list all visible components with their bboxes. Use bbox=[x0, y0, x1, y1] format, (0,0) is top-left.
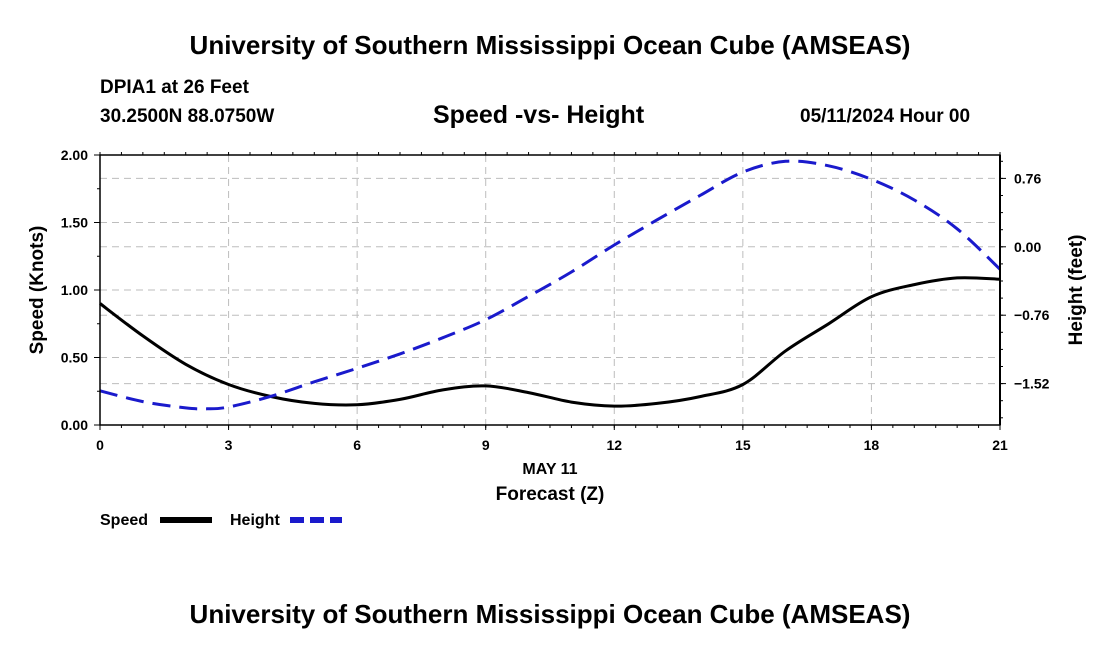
page-title: University of Southern Mississippi Ocean… bbox=[189, 30, 911, 60]
y-right-tick-label: 0.76 bbox=[1014, 170, 1041, 186]
legend-label-speed: Speed bbox=[100, 512, 148, 529]
x-tick-label: 0 bbox=[96, 437, 104, 453]
y-right-tick-label: 0.00 bbox=[1014, 239, 1041, 255]
x-axis-date-label: MAY 11 bbox=[522, 461, 577, 478]
station-coordinates: 30.2500N 88.0750W bbox=[100, 106, 275, 127]
y-tick-label: 0.00 bbox=[61, 417, 88, 433]
station-label: DPIA1 at 26 Feet bbox=[100, 77, 249, 98]
x-tick-label: 3 bbox=[225, 437, 233, 453]
y-right-tick-label: −0.76 bbox=[1014, 307, 1050, 323]
axis-labels: 0 3 6 9 12 15 18 21 0.00 0.50 1.00 1.50 2.00 −1.52 −0.… bbox=[27, 147, 1087, 505]
grid-lines bbox=[100, 155, 1000, 425]
series-layer bbox=[99, 159, 1002, 411]
y-tick-label: 1.00 bbox=[61, 282, 88, 298]
axis-ticks bbox=[94, 152, 1006, 430]
forecast-datetime: 05/11/2024 Hour 00 bbox=[800, 106, 971, 127]
chart-title: Speed -vs- Height bbox=[433, 101, 645, 129]
x-tick-label: 6 bbox=[353, 437, 361, 453]
legend-label-height: Height bbox=[230, 512, 280, 529]
x-tick-label: 9 bbox=[482, 437, 490, 453]
x-tick-label: 15 bbox=[735, 437, 751, 453]
x-tick-label: 18 bbox=[864, 437, 880, 453]
footer-title: University of Southern Mississippi Ocean… bbox=[189, 599, 911, 629]
y-tick-label: 0.50 bbox=[61, 350, 88, 366]
series-line-height bbox=[99, 159, 1002, 411]
x-tick-label: 21 bbox=[992, 437, 1008, 453]
y-right-axis-title: Height (feet) bbox=[1066, 235, 1087, 346]
y-axis-title: Speed (Knots) bbox=[27, 226, 48, 355]
y-tick-label: 1.50 bbox=[61, 215, 88, 231]
y-tick-label: 2.00 bbox=[61, 147, 88, 163]
x-tick-label: 12 bbox=[606, 437, 622, 453]
y-right-tick-label: −1.52 bbox=[1014, 376, 1050, 392]
x-axis-title: Forecast (Z) bbox=[496, 484, 605, 505]
series-line-speed bbox=[99, 276, 1001, 408]
legend: Speed Height bbox=[100, 512, 342, 529]
